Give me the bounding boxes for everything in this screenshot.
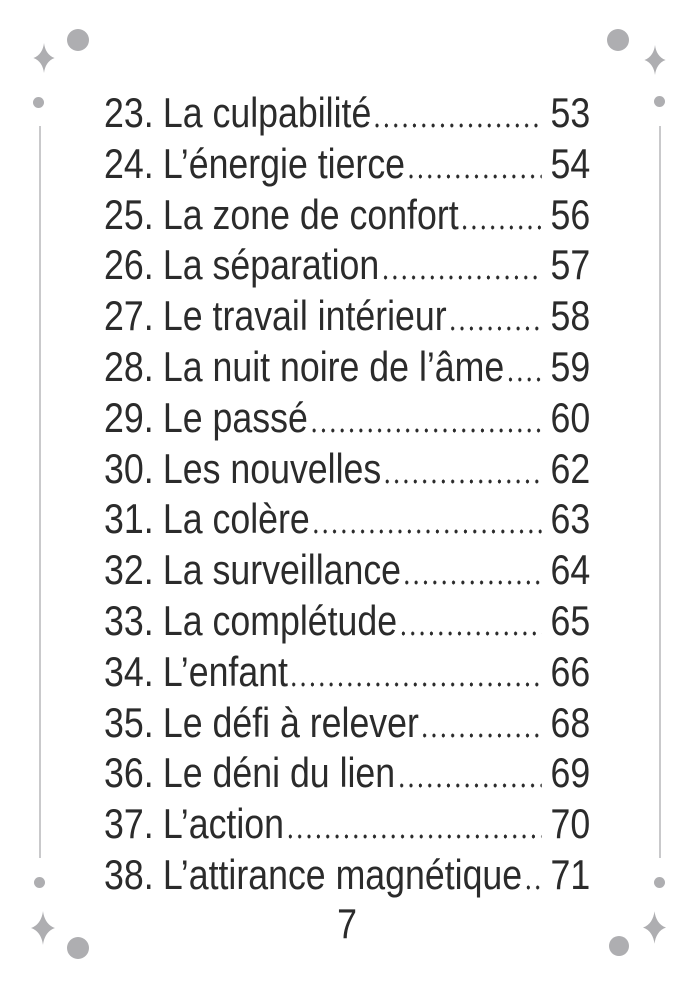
chapter-number: 27. bbox=[104, 292, 154, 340]
chapter-title: La surveillance bbox=[162, 546, 402, 594]
decor-dot-small bbox=[34, 877, 45, 888]
dot-leader bbox=[292, 681, 542, 687]
chapter-title: La zone de confort bbox=[162, 190, 459, 238]
toc-entry: 38. L’attirance magnétique 71 bbox=[104, 850, 590, 901]
chapter-title: La nuit noire de l’âme bbox=[162, 342, 505, 390]
dot-leader bbox=[405, 580, 542, 586]
chapter-page-number: 57 bbox=[550, 241, 591, 289]
toc-entry: 32. La surveillance 64 bbox=[104, 545, 590, 596]
chapter-number: 24. bbox=[104, 139, 154, 187]
sparkle-icon bbox=[643, 911, 666, 944]
dot-leader bbox=[508, 376, 542, 382]
chapter-title: Le déni du lien bbox=[162, 749, 396, 797]
dot-leader bbox=[526, 884, 542, 890]
chapter-title: La colère bbox=[162, 495, 310, 543]
chapter-page-number: 53 bbox=[550, 89, 591, 136]
chapter-number: 34. bbox=[104, 647, 154, 695]
chapter-title: L’action bbox=[162, 800, 284, 848]
chapter-page-number: 56 bbox=[550, 190, 591, 238]
chapter-page-number: 70 bbox=[550, 800, 591, 848]
chapter-title: Le travail intérieur bbox=[162, 292, 447, 340]
decor-dot-small bbox=[654, 96, 665, 107]
dot-leader bbox=[312, 427, 542, 433]
chapter-title: L’énergie tierce bbox=[162, 139, 406, 187]
dot-leader bbox=[288, 834, 542, 840]
chapter-title: L’enfant bbox=[162, 647, 288, 695]
decor-dot-large bbox=[67, 937, 89, 959]
toc-entry: 35. Le défi à relever 68 bbox=[104, 698, 590, 749]
chapter-title: La complétude bbox=[162, 596, 398, 644]
chapter-page-number: 68 bbox=[550, 698, 591, 746]
toc-entry: 24. L’énergie tierce 54 bbox=[104, 139, 590, 190]
toc-entry: 36. Le déni du lien 69 bbox=[104, 748, 590, 799]
sparkle-icon bbox=[33, 43, 55, 73]
toc-entry: 34. L’enfant 66 bbox=[104, 647, 590, 698]
dot-leader bbox=[423, 732, 542, 738]
dot-leader bbox=[462, 224, 542, 230]
decor-dot-large bbox=[607, 29, 629, 51]
dot-leader bbox=[314, 529, 542, 535]
dot-leader bbox=[450, 326, 542, 332]
chapter-number: 33. bbox=[104, 596, 154, 644]
decor-dot-large bbox=[609, 936, 629, 956]
chapter-page-number: 54 bbox=[550, 139, 591, 187]
toc-entry: 30. Les nouvelles 62 bbox=[104, 444, 590, 495]
dot-leader bbox=[399, 783, 542, 789]
chapter-page-number: 66 bbox=[550, 647, 591, 695]
chapter-number: 35. bbox=[104, 698, 154, 746]
dot-leader bbox=[375, 123, 542, 128]
chapter-number: 23. bbox=[104, 89, 154, 136]
table-of-contents: 23. La culpabilité 53 24. L’énergie tier… bbox=[104, 88, 590, 901]
chapter-number: 36. bbox=[104, 749, 154, 797]
chapter-number: 25. bbox=[104, 190, 154, 238]
folio-page-number: 7 bbox=[337, 900, 358, 947]
chapter-page-number: 59 bbox=[550, 342, 591, 390]
dot-leader bbox=[385, 478, 542, 484]
decor-dot-large bbox=[67, 29, 89, 51]
chapter-number: 31. bbox=[104, 495, 154, 543]
dot-leader bbox=[401, 630, 542, 636]
toc-entry: 31. La colère 63 bbox=[104, 494, 590, 545]
chapter-page-number: 62 bbox=[550, 444, 591, 492]
toc-entry: 25. La zone de confort 56 bbox=[104, 190, 590, 241]
dot-leader bbox=[383, 275, 542, 281]
chapter-page-number: 65 bbox=[550, 596, 591, 644]
left-rule-line bbox=[39, 126, 41, 858]
chapter-number: 28. bbox=[104, 342, 154, 390]
toc-entry: 27. Le travail intérieur 58 bbox=[104, 291, 590, 342]
chapter-page-number: 58 bbox=[550, 292, 591, 340]
chapter-page-number: 63 bbox=[550, 495, 591, 543]
sparkle-icon bbox=[644, 45, 666, 75]
toc-entry: 29. Le passé 60 bbox=[104, 393, 590, 444]
toc-entry: 37. L’action 70 bbox=[104, 799, 590, 850]
chapter-page-number: 60 bbox=[550, 393, 591, 441]
toc-entry: 23. La culpabilité 53 bbox=[104, 88, 590, 139]
chapter-title: La séparation bbox=[162, 241, 380, 289]
chapter-number: 30. bbox=[104, 444, 154, 492]
chapter-number: 37. bbox=[104, 800, 154, 848]
chapter-page-number: 64 bbox=[550, 546, 591, 594]
chapter-title: Le passé bbox=[162, 393, 308, 441]
chapter-title: La culpabilité bbox=[162, 89, 372, 136]
chapter-number: 38. bbox=[104, 850, 154, 898]
right-rule-line bbox=[659, 126, 661, 858]
sparkle-icon bbox=[31, 911, 55, 945]
chapter-title: L’attirance magnétique bbox=[162, 850, 523, 898]
chapter-title: Le défi à relever bbox=[162, 698, 419, 746]
chapter-number: 26. bbox=[104, 241, 154, 289]
toc-entry: 33. La complétude 65 bbox=[104, 596, 590, 647]
chapter-page-number: 71 bbox=[550, 850, 591, 898]
toc-entry: 28. La nuit noire de l’âme 59 bbox=[104, 342, 590, 393]
chapter-number: 29. bbox=[104, 393, 154, 441]
toc-entry: 26. La séparation 57 bbox=[104, 240, 590, 291]
decor-dot-small bbox=[33, 97, 44, 108]
chapter-title: Les nouvelles bbox=[162, 444, 382, 492]
dot-leader bbox=[409, 173, 542, 179]
decor-dot-small bbox=[654, 877, 665, 888]
chapter-page-number: 69 bbox=[550, 749, 591, 797]
chapter-number: 32. bbox=[104, 546, 154, 594]
